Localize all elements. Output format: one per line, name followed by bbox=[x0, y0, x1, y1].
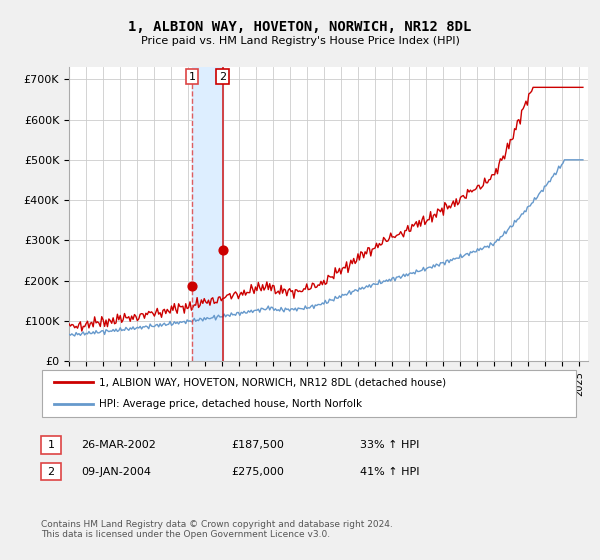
Text: 1: 1 bbox=[188, 72, 196, 82]
Text: £275,000: £275,000 bbox=[231, 466, 284, 477]
Text: 09-JAN-2004: 09-JAN-2004 bbox=[81, 466, 151, 477]
Text: 1: 1 bbox=[47, 440, 55, 450]
Text: 1, ALBION WAY, HOVETON, NORWICH, NR12 8DL: 1, ALBION WAY, HOVETON, NORWICH, NR12 8D… bbox=[128, 20, 472, 34]
Text: £187,500: £187,500 bbox=[231, 440, 284, 450]
Text: Price paid vs. HM Land Registry's House Price Index (HPI): Price paid vs. HM Land Registry's House … bbox=[140, 36, 460, 46]
Text: HPI: Average price, detached house, North Norfolk: HPI: Average price, detached house, Nort… bbox=[99, 399, 362, 409]
Text: Contains HM Land Registry data © Crown copyright and database right 2024.
This d: Contains HM Land Registry data © Crown c… bbox=[41, 520, 392, 539]
Text: 1, ALBION WAY, HOVETON, NORWICH, NR12 8DL (detached house): 1, ALBION WAY, HOVETON, NORWICH, NR12 8D… bbox=[99, 377, 446, 388]
Text: 33% ↑ HPI: 33% ↑ HPI bbox=[360, 440, 419, 450]
Text: 41% ↑ HPI: 41% ↑ HPI bbox=[360, 466, 419, 477]
Text: 2: 2 bbox=[47, 466, 55, 477]
Text: 26-MAR-2002: 26-MAR-2002 bbox=[81, 440, 156, 450]
Bar bbox=[192, 67, 223, 361]
Point bbox=[187, 281, 197, 290]
Text: 2: 2 bbox=[219, 72, 226, 82]
Point bbox=[218, 246, 227, 255]
